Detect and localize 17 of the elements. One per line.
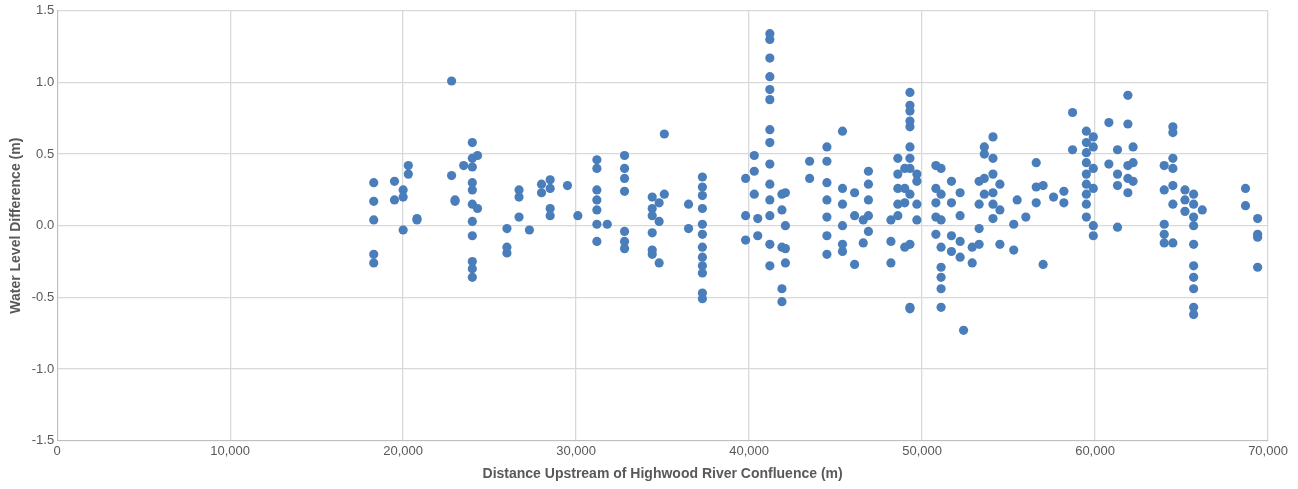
x-tick-label: 30,000 <box>556 442 596 458</box>
y-tick-label: 0.5 <box>36 145 55 161</box>
x-tick-label: 0 <box>53 442 61 458</box>
x-tick-label: 10,000 <box>210 442 251 458</box>
y-tick-label: 1.0 <box>36 74 55 90</box>
y-tick-label: -1.5 <box>31 432 55 448</box>
y-tick-label: -0.5 <box>31 288 55 304</box>
x-axis-title: Distance Upstream of Highwood River Confluence (m) <box>482 465 843 482</box>
y-axis-title: Water Level Difference (m) <box>7 137 24 314</box>
x-tick-label: 20,000 <box>383 442 424 458</box>
y-tick-label: 1.5 <box>36 2 55 18</box>
x-tick-label: 60,000 <box>1075 442 1115 458</box>
y-tick-label: 0.0 <box>36 217 55 233</box>
x-tick-label: 70,000 <box>1248 442 1288 458</box>
y-tick-label: -1.0 <box>31 360 55 376</box>
x-tick-label: 40,000 <box>729 442 769 458</box>
x-tick-label: 50,000 <box>902 442 942 458</box>
